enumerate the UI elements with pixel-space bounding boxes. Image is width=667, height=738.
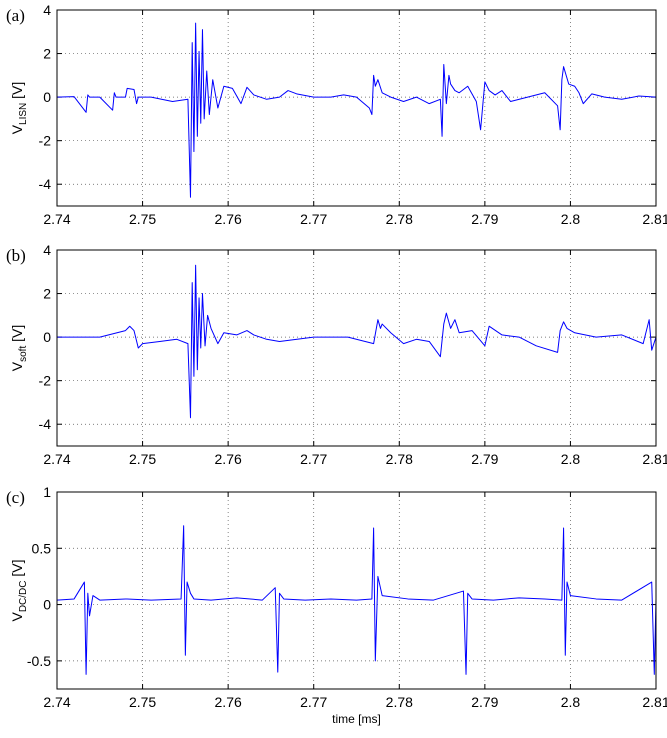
panel-label: (a)	[6, 6, 25, 25]
x-axis-label: time [ms]	[332, 712, 381, 726]
x-tick-label: 2.77	[300, 211, 327, 227]
x-tick-label: 2.78	[386, 451, 413, 467]
x-tick-label: 2.75	[129, 211, 156, 227]
x-tick-label: 2.74	[43, 694, 70, 710]
series-line-1	[56, 22, 657, 198]
y-tick-label: 0	[43, 89, 51, 105]
panel-label: (b)	[6, 246, 26, 265]
x-tick-label: 2.81	[642, 694, 667, 710]
x-tick-label: 2.76	[215, 211, 242, 227]
y-tick-label: 2	[43, 286, 51, 302]
series-line-1	[56, 525, 657, 675]
y-tick-label: 2	[43, 46, 51, 62]
chart-panel-1: 2.74 2.75 2.76 2.77 2.78 2.79 2.8 2.81 -4 -2 0 2 4 (a…	[6, 2, 667, 227]
y-tick-label: -2	[39, 373, 52, 389]
x-tick-label: 2.77	[300, 694, 327, 710]
y-tick-label: 0.5	[32, 540, 52, 556]
x-tick-label: 2.74	[43, 451, 70, 467]
series-line-1	[57, 264, 657, 419]
y-tick-label: 0	[43, 329, 51, 345]
x-tick-label: 2.76	[215, 451, 242, 467]
y-axis-label: Vsoft [V]	[9, 325, 29, 371]
x-tick-label: 2.75	[129, 451, 156, 467]
y-axis-label: VDC/DC [V]	[9, 559, 29, 621]
x-tick-label: 2.79	[471, 451, 498, 467]
x-tick-label: 2.8	[561, 694, 581, 710]
x-tick-label: 2.74	[43, 211, 70, 227]
panel-label: (c)	[6, 488, 25, 507]
x-tick-label: 2.78	[386, 694, 413, 710]
axes-frame	[56, 491, 657, 690]
y-tick-label: 0	[43, 597, 51, 613]
y-tick-label: 4	[43, 2, 51, 18]
x-tick-label: 2.81	[642, 211, 667, 227]
y-tick-label: 1	[43, 484, 51, 500]
x-tick-label: 2.8	[561, 451, 581, 467]
y-axis-label: VLISN [V]	[9, 82, 29, 135]
x-tick-label: 2.78	[386, 211, 413, 227]
x-tick-label: 2.81	[642, 451, 667, 467]
x-tick-label: 2.79	[471, 211, 498, 227]
x-tick-label: 2.8	[561, 211, 581, 227]
x-tick-label: 2.75	[129, 694, 156, 710]
y-tick-label: -4	[39, 176, 52, 192]
x-tick-label: 2.76	[215, 694, 242, 710]
y-tick-label: -2	[39, 133, 52, 149]
chart-panel-3: 2.74 2.75 2.76 2.77 2.78 2.79 2.8 2.81 -0.5 0 0.5 1…	[6, 484, 667, 726]
y-tick-label: -0.5	[27, 653, 51, 669]
chart-panel-2: 2.74 2.75 2.76 2.77 2.78 2.79 2.8 2.81 -4 -2 0 2 4 (b…	[6, 242, 667, 467]
y-tick-label: -4	[39, 416, 52, 432]
x-tick-label: 2.79	[471, 694, 498, 710]
y-tick-label: 4	[43, 242, 51, 258]
x-tick-label: 2.77	[300, 451, 327, 467]
axes-frame	[56, 9, 657, 207]
axes-frame	[56, 249, 657, 447]
